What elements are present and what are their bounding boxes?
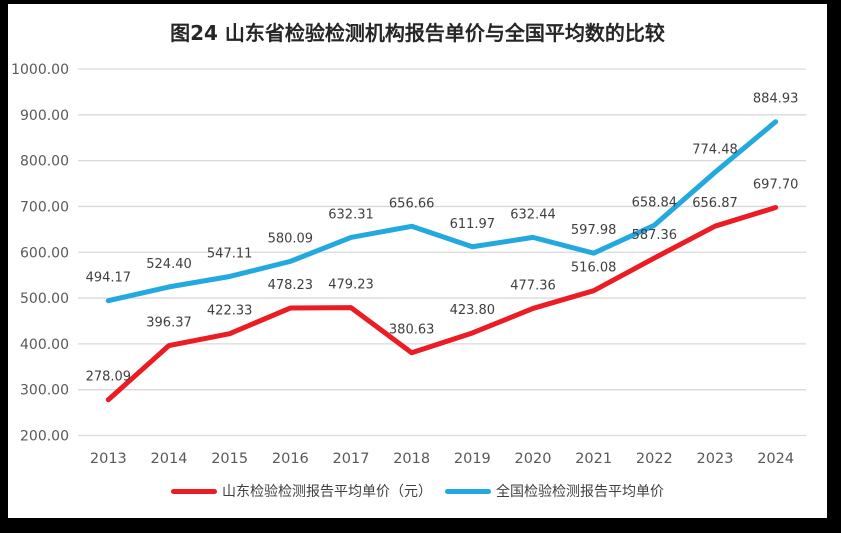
svg-text:2018: 2018: [393, 451, 430, 467]
svg-text:547.11: 547.11: [207, 246, 253, 261]
svg-text:632.44: 632.44: [510, 207, 556, 222]
legend-label-shandong: 山东检验检测报告平均单价（元）: [222, 484, 432, 500]
svg-text:2022: 2022: [636, 451, 673, 467]
svg-text:800.00: 800.00: [20, 154, 69, 170]
svg-text:524.40: 524.40: [146, 257, 192, 272]
svg-text:200.00: 200.00: [20, 429, 69, 445]
svg-text:656.87: 656.87: [692, 196, 738, 211]
svg-text:396.37: 396.37: [146, 316, 192, 331]
svg-text:494.17: 494.17: [86, 271, 132, 286]
svg-text:2019: 2019: [454, 451, 491, 467]
svg-text:2015: 2015: [211, 451, 248, 467]
svg-text:600.00: 600.00: [20, 245, 69, 261]
svg-text:597.98: 597.98: [571, 223, 617, 238]
chart-title: 图24 山东省检验检测机构报告单价与全国平均数的比较: [170, 21, 665, 45]
legend-line-swatch-shandong: [171, 488, 217, 494]
svg-text:278.09: 278.09: [86, 370, 132, 385]
svg-text:900.00: 900.00: [20, 108, 69, 124]
svg-text:380.63: 380.63: [389, 323, 435, 338]
svg-text:658.84: 658.84: [632, 195, 678, 210]
svg-text:300.00: 300.00: [20, 383, 69, 399]
svg-text:632.31: 632.31: [328, 207, 374, 222]
legend-line-swatch-national: [445, 488, 491, 494]
svg-text:2013: 2013: [90, 451, 127, 467]
svg-text:479.23: 479.23: [328, 278, 374, 293]
svg-text:2020: 2020: [515, 451, 552, 467]
svg-text:500.00: 500.00: [20, 291, 69, 307]
svg-text:477.36: 477.36: [510, 278, 556, 293]
svg-text:516.08: 516.08: [571, 261, 617, 276]
svg-text:587.36: 587.36: [632, 228, 678, 243]
legend-item-national: 全国检验检测报告平均单价: [445, 481, 664, 501]
svg-text:774.48: 774.48: [692, 142, 738, 157]
svg-text:2024: 2024: [757, 451, 794, 467]
svg-text:423.80: 423.80: [450, 303, 496, 318]
svg-text:2023: 2023: [697, 451, 734, 467]
svg-text:580.09: 580.09: [268, 231, 314, 246]
svg-text:2021: 2021: [575, 451, 612, 467]
chart-page: 图24 山东省检验检测机构报告单价与全国平均数的比较 200.00 300.00 4…: [8, 4, 827, 518]
svg-text:2017: 2017: [333, 451, 370, 467]
chart-legend: 山东检验检测报告平均单价（元） 全国检验检测报告平均单价: [8, 480, 827, 502]
svg-text:2016: 2016: [272, 451, 309, 467]
svg-text:697.70: 697.70: [753, 177, 799, 192]
svg-text:611.97: 611.97: [450, 217, 496, 232]
line-chart-plot: 200.00 300.00 400.00 500.00 600.00 700.00 800.…: [11, 62, 806, 467]
svg-text:478.23: 478.23: [268, 278, 314, 293]
legend-label-national: 全国检验检测报告平均单价: [496, 484, 664, 500]
legend-item-shandong: 山东检验检测报告平均单价（元）: [171, 481, 432, 501]
svg-text:2014: 2014: [151, 451, 188, 467]
svg-text:1000.00: 1000.00: [11, 62, 69, 78]
svg-text:400.00: 400.00: [20, 337, 69, 353]
svg-text:884.93: 884.93: [753, 92, 799, 107]
svg-text:656.66: 656.66: [389, 196, 435, 211]
svg-text:700.00: 700.00: [20, 199, 69, 215]
svg-text:422.33: 422.33: [207, 304, 253, 319]
